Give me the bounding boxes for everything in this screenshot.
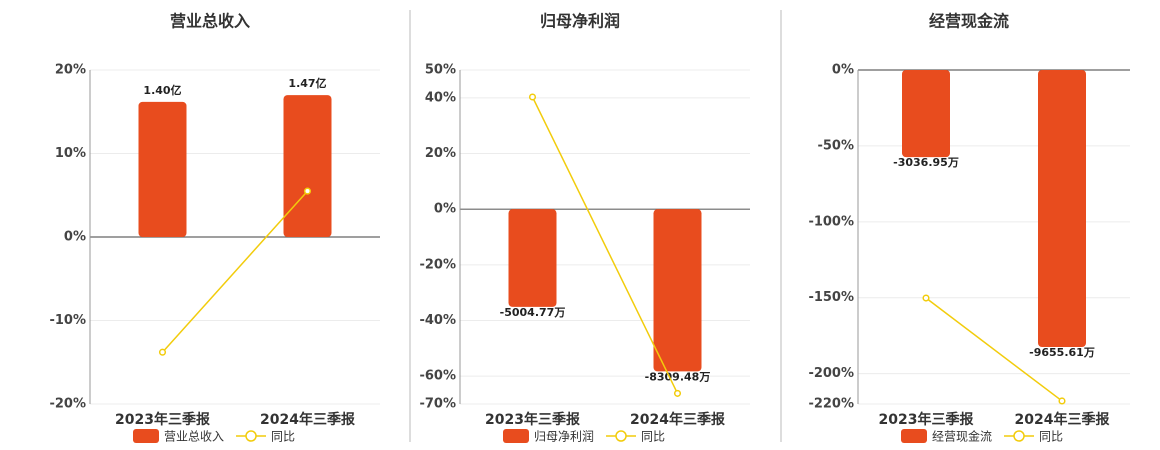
y-tick-label: -200% xyxy=(808,366,854,381)
chart-title: 经营现金流 xyxy=(929,12,1009,31)
x-tick-label: 2024年三季报 xyxy=(1015,411,1110,428)
legend-marker xyxy=(615,430,627,442)
legend-label: 归母净利润 xyxy=(534,430,594,444)
y-tick-label: 10% xyxy=(55,146,86,161)
y-tick-label: -20% xyxy=(49,397,86,412)
line xyxy=(161,190,309,353)
y-tick-label: 20% xyxy=(55,63,86,78)
chart-title: 营业总收入 xyxy=(170,12,250,31)
bar xyxy=(508,209,557,307)
value-label: 1.47亿 xyxy=(288,76,326,90)
legend-marker xyxy=(1013,430,1025,442)
legend-label: 营业总收入 xyxy=(164,430,224,444)
y-tick-label: 0% xyxy=(832,63,854,78)
legend-label: 经营现金流 xyxy=(932,429,992,444)
y-tick-label: 20% xyxy=(425,146,456,161)
value-label: -5004.77万 xyxy=(500,306,566,319)
y-tick-label: -70% xyxy=(419,397,456,412)
x-tick-label: 2024年三季报 xyxy=(630,411,725,428)
value-label: 1.40亿 xyxy=(143,83,181,97)
legend-marker xyxy=(245,430,257,442)
y-tick-label: 50% xyxy=(425,63,456,78)
y-tick-label: 40% xyxy=(425,90,456,105)
line-point xyxy=(158,348,167,356)
y-tick-label: -40% xyxy=(419,313,456,328)
line-point xyxy=(673,389,682,397)
y-tick-label: 0% xyxy=(64,230,86,245)
bar xyxy=(653,209,702,372)
bar xyxy=(283,95,332,237)
line xyxy=(925,297,1063,402)
chart-title: 归母净利润 xyxy=(540,12,620,31)
x-tick-label: 2023年三季报 xyxy=(485,411,580,428)
bar xyxy=(902,70,950,158)
legend-label: 同比 xyxy=(641,430,665,444)
line xyxy=(531,96,679,394)
y-tick-label: -50% xyxy=(817,138,854,153)
value-label: -3036.95万 xyxy=(893,156,959,169)
y-tick-label: -60% xyxy=(419,369,456,384)
x-tick-label: 2023年三季报 xyxy=(115,411,210,428)
y-tick-label: -10% xyxy=(49,313,86,328)
line-point xyxy=(1058,397,1066,405)
legend-label: 同比 xyxy=(1039,430,1063,444)
value-label: -9655.61万 xyxy=(1029,346,1095,359)
bar xyxy=(138,101,187,237)
legend-label: 同比 xyxy=(271,430,295,444)
y-tick-label: -20% xyxy=(419,257,456,272)
line-point xyxy=(303,187,312,195)
bar xyxy=(1038,70,1086,348)
x-tick-label: 2024年三季报 xyxy=(260,411,355,428)
line-point xyxy=(528,93,537,101)
y-tick-label: -220% xyxy=(808,397,854,412)
legend-swatch xyxy=(503,429,529,443)
y-tick-label: -150% xyxy=(808,290,854,305)
x-tick-label: 2023年三季报 xyxy=(879,411,974,428)
y-tick-label: 0% xyxy=(434,202,456,217)
line-point xyxy=(922,294,930,302)
legend-swatch xyxy=(133,429,159,443)
legend-swatch xyxy=(901,429,927,443)
value-label: -8309.48万 xyxy=(645,370,711,383)
y-tick-label: -100% xyxy=(808,214,854,229)
